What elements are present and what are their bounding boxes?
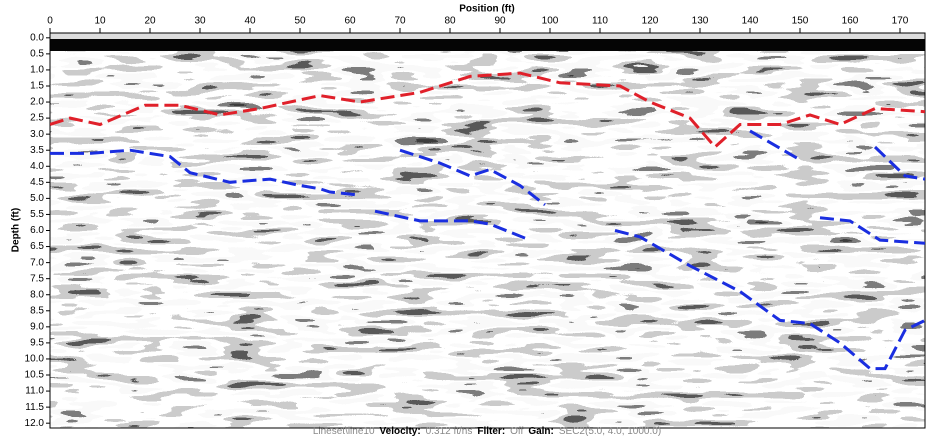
y-tick-label: 5.0	[30, 193, 44, 204]
y-tick-label: 0.5	[30, 49, 44, 60]
x-tick-label: 90	[494, 16, 506, 27]
y-tick-label: 0.0	[30, 32, 44, 43]
y-tick-label: 1.0	[30, 65, 44, 76]
x-tick-label: 130	[692, 16, 709, 27]
horizon-line	[50, 71, 925, 150]
footer-value: SEC2(5.0, 4.0, 1000.0)	[559, 426, 661, 436]
footer-value: Off	[510, 426, 523, 436]
x-tick-label: 160	[842, 16, 859, 27]
air-band	[50, 33, 925, 39]
y-tick-label: 8.0	[30, 289, 44, 300]
x-tick-label: 60	[344, 16, 356, 27]
direct-wave	[50, 39, 925, 51]
y-tick-label: 1.5	[30, 81, 44, 92]
y-tick-label: 5.5	[30, 209, 44, 220]
y-tick-label: 6.5	[30, 241, 44, 252]
y-tick-label: 10.0	[25, 354, 45, 365]
x-tick-label: 80	[444, 16, 456, 27]
y-tick-label: 2.0	[30, 97, 44, 108]
y-tick-label: 3.5	[30, 145, 44, 156]
x-tick-label: 20	[144, 16, 156, 27]
y-tick-label: 6.0	[30, 225, 44, 236]
interpretation-lines	[50, 71, 925, 371]
y-tick-label: 10.5	[25, 370, 45, 381]
x-tick-label: 70	[394, 16, 406, 27]
footer-label: Filter:	[477, 426, 505, 436]
y-tick-label: 8.5	[30, 305, 44, 316]
x-tick-label: 40	[244, 16, 256, 27]
y-tick-label: 11.0	[25, 386, 44, 397]
y-tick-label: 7.5	[30, 273, 44, 284]
y-tick-label: 4.5	[30, 177, 44, 188]
x-tick-label: 30	[194, 16, 206, 27]
x-tick-label: 150	[792, 16, 809, 27]
x-tick-label: 140	[742, 16, 759, 27]
y-tick-label: 2.5	[30, 113, 44, 124]
horizon-line	[50, 129, 925, 371]
y-tick-label: 9.5	[30, 338, 44, 349]
x-tick-label: 10	[94, 16, 106, 27]
x-tick-label: 110	[592, 16, 608, 27]
x-tick-label: 0	[47, 16, 53, 27]
x-tick-label: 120	[642, 16, 659, 27]
footer: Lineset\line10 Velocity: 0.312 ft/ns Filter…	[313, 426, 661, 436]
radargram	[50, 33, 925, 428]
y-tick-label: 11.5	[25, 402, 44, 413]
x-tick-label: 170	[892, 16, 909, 27]
y-tick-label: 7.0	[30, 257, 44, 268]
y-axis-title: Depth (ft)	[11, 208, 22, 252]
footer-value: 0.312 ft/ns	[426, 426, 473, 436]
footer-label: Velocity:	[380, 426, 421, 436]
y-tick-label: 4.0	[30, 161, 44, 172]
y-tick-label: 3.0	[30, 129, 44, 140]
footer-value: Lineset\line10	[313, 426, 375, 436]
x-axis-title: Position (ft)	[459, 4, 515, 15]
x-tick-label: 50	[294, 16, 306, 27]
y-tick-label: 12.0	[25, 418, 45, 429]
y-tick-label: 9.0	[30, 321, 44, 332]
x-tick-label: 100	[542, 16, 559, 27]
footer-label: Gain:	[528, 426, 554, 436]
